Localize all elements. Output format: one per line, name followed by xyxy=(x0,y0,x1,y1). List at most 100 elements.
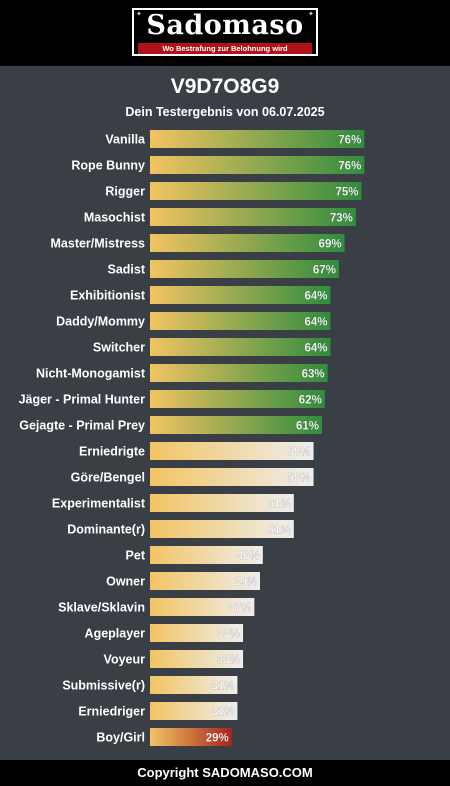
bar xyxy=(150,156,365,174)
bar-row: Nicht-Monogamist 63% xyxy=(36,364,328,382)
value-label: 64% xyxy=(304,317,327,329)
bar-row: Erniedriger 31% xyxy=(78,702,238,720)
value-label: 61% xyxy=(296,421,319,433)
bar-row: Jäger - Primal Hunter 62% xyxy=(19,390,325,408)
bar-row: Rigger 75% xyxy=(105,182,362,200)
value-label: 51% xyxy=(268,499,291,511)
bar-row: Masochist 73% xyxy=(84,208,356,226)
bar-row: Voyeur 33% xyxy=(104,650,244,668)
category-label: Daddy/Mommy xyxy=(56,315,145,329)
category-label: Experimentalist xyxy=(52,497,146,511)
category-label: Erniedrigte xyxy=(79,445,145,459)
bar xyxy=(150,312,331,330)
footer-copyright: Copyright SADOMASO.COM xyxy=(0,760,450,786)
result-code: V9D7O8G9 xyxy=(170,75,280,98)
bar-row: Sadist 67% xyxy=(107,260,339,278)
category-label: Owner xyxy=(106,575,145,589)
category-label: Göre/Bengel xyxy=(71,471,145,485)
bar-row: Master/Mistress 69% xyxy=(51,234,345,252)
category-label: Switcher xyxy=(93,341,145,355)
bar-row: Exhibitionist 64% xyxy=(70,286,331,304)
logo-tagline: Wo Bestrafung zur Belohnung wird xyxy=(138,43,312,54)
bar-row: Göre/Bengel 58% xyxy=(71,468,314,486)
bar xyxy=(150,390,325,408)
value-label: 33% xyxy=(217,629,240,641)
bar xyxy=(150,494,294,512)
bar-row: Erniedrigte 58% xyxy=(79,442,314,460)
bar-row: Daddy/Mommy 64% xyxy=(56,312,331,330)
site-header: ✦ ✦ Sadomaso Wo Bestrafung zur Belohnung… xyxy=(0,0,450,66)
bar xyxy=(150,208,356,226)
bar xyxy=(150,182,362,200)
value-label: 33% xyxy=(217,655,240,667)
bar-row: Gejagte - Primal Prey 61% xyxy=(19,416,323,434)
bar xyxy=(150,650,244,668)
bar xyxy=(150,728,232,746)
value-label: 39% xyxy=(234,577,257,589)
bar xyxy=(150,468,314,486)
bar xyxy=(150,234,345,252)
bar xyxy=(150,286,331,304)
category-label: Nicht-Monogamist xyxy=(36,367,146,381)
value-label: 37% xyxy=(228,603,251,615)
bar xyxy=(150,364,328,382)
site-logo[interactable]: ✦ ✦ Sadomaso Wo Bestrafung zur Belohnung… xyxy=(132,8,318,56)
category-label: Vanilla xyxy=(105,133,146,147)
bar-row: Switcher 64% xyxy=(93,338,331,356)
category-label: Sadist xyxy=(107,263,145,277)
value-label: 58% xyxy=(288,447,311,459)
value-label: 76% xyxy=(338,135,361,147)
category-label: Submissive(r) xyxy=(62,679,145,693)
category-label: Jäger - Primal Hunter xyxy=(19,393,146,407)
value-label: 29% xyxy=(206,733,229,745)
value-label: 64% xyxy=(304,291,327,303)
bar-row: Sklave/Sklavin 37% xyxy=(58,598,255,616)
logo-ornament-icon: ✦ xyxy=(308,11,314,18)
value-label: 73% xyxy=(330,213,353,225)
value-label: 31% xyxy=(211,681,234,693)
bar xyxy=(150,338,331,356)
bar-row: Vanilla 76% xyxy=(105,130,365,148)
bar-row: Rope Bunny 76% xyxy=(71,156,365,174)
bar-row: Dominante(r) 51% xyxy=(67,520,294,538)
category-label: Erniedriger xyxy=(78,705,145,719)
bar xyxy=(150,572,260,590)
category-label: Dominante(r) xyxy=(67,523,145,537)
result-subtitle: Dein Testergebnis von 06.07.2025 xyxy=(125,105,325,119)
value-label: 40% xyxy=(237,551,260,563)
bar xyxy=(150,416,323,434)
category-label: Boy/Girl xyxy=(96,731,145,745)
bar-row: Owner 39% xyxy=(106,572,260,590)
bar xyxy=(150,442,314,460)
logo-ornament-icon: ✦ xyxy=(136,11,142,18)
bar-row: Pet 40% xyxy=(126,546,263,564)
bar-row: Experimentalist 51% xyxy=(52,494,294,512)
bar xyxy=(150,260,339,278)
category-label: Sklave/Sklavin xyxy=(58,601,145,615)
category-label: Pet xyxy=(126,549,146,563)
bar-row: Boy/Girl 29% xyxy=(96,728,232,746)
category-label: Rope Bunny xyxy=(71,159,145,173)
category-label: Masochist xyxy=(84,211,146,225)
value-label: 63% xyxy=(302,369,325,381)
value-label: 64% xyxy=(304,343,327,355)
bar xyxy=(150,598,255,616)
bar xyxy=(150,130,365,148)
value-label: 76% xyxy=(338,161,361,173)
value-label: 69% xyxy=(319,239,342,251)
results-bar-chart: Vanilla 76% Rope Bunny 76% Rigger 75% Masochis… xyxy=(19,130,365,746)
category-label: Rigger xyxy=(105,185,145,199)
category-label: Ageplayer xyxy=(85,627,146,641)
category-label: Master/Mistress xyxy=(51,237,146,251)
bar xyxy=(150,520,294,538)
bar xyxy=(150,546,263,564)
value-label: 67% xyxy=(313,265,336,277)
category-label: Voyeur xyxy=(104,653,146,667)
category-label: Gejagte - Primal Prey xyxy=(19,419,145,433)
bar-row: Ageplayer 33% xyxy=(85,624,244,642)
bar xyxy=(150,676,238,694)
category-label: Exhibitionist xyxy=(70,289,146,303)
bar xyxy=(150,624,244,642)
bar-row: Submissive(r) 31% xyxy=(62,676,238,694)
value-label: 75% xyxy=(335,187,358,199)
